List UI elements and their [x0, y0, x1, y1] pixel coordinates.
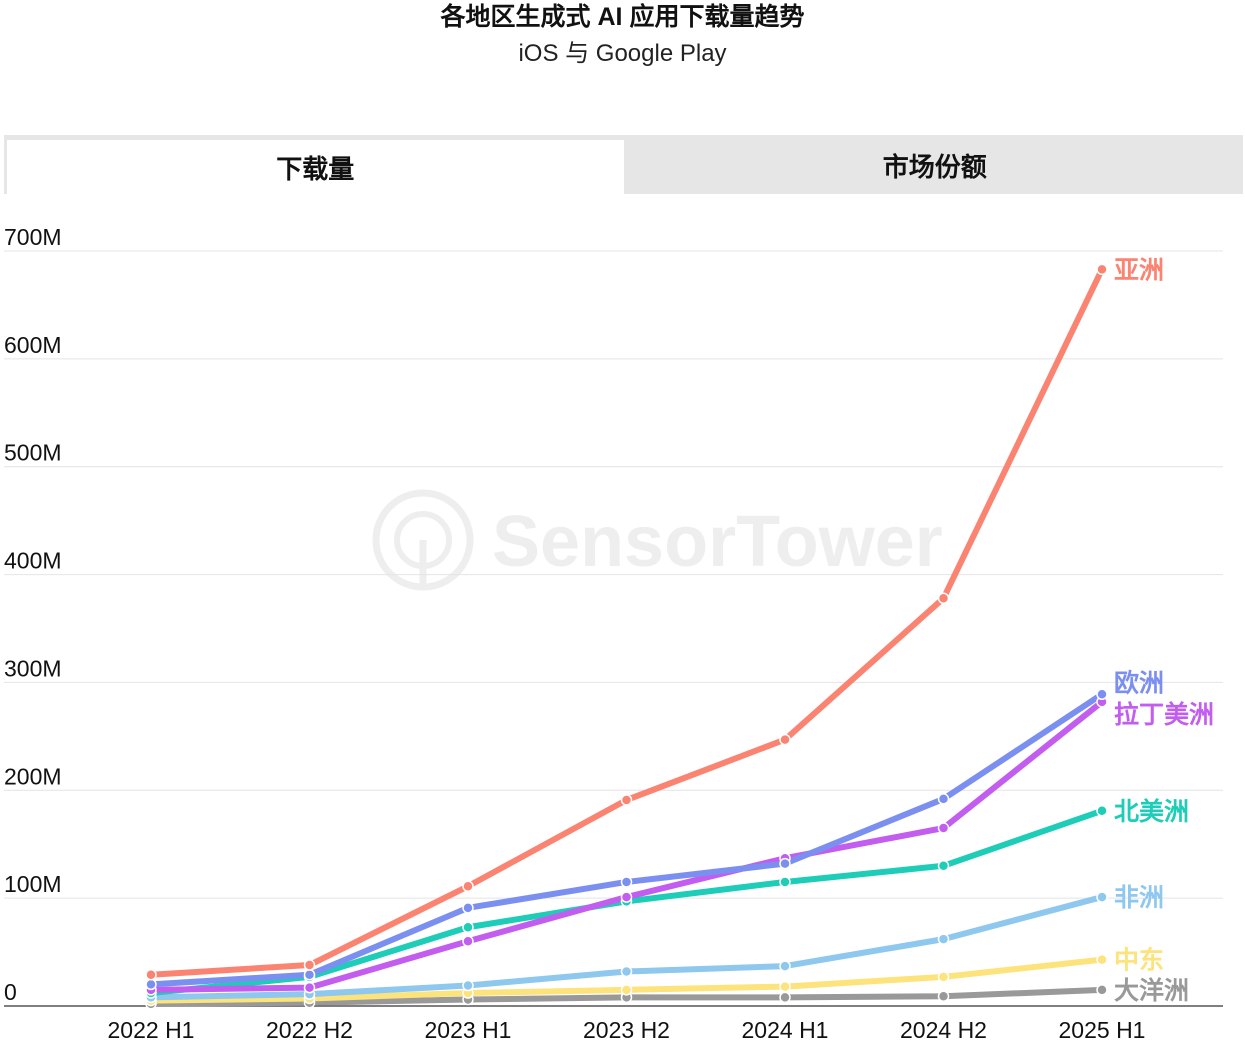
data-point [620, 984, 633, 996]
data-point [462, 935, 474, 948]
data-point [462, 880, 474, 893]
x-tick-label: 2024 H1 [742, 1017, 829, 1042]
data-point [462, 921, 474, 934]
y-axis: 0 100M 200M 300M 400M 500M 600M 700M [4, 224, 62, 1005]
data-point [620, 965, 633, 978]
data-point [937, 822, 950, 834]
data-point [1096, 984, 1108, 996]
data-point [145, 968, 157, 981]
view-tabs: 下载量 市场份额 [4, 135, 1243, 194]
x-tick-label: 2022 H2 [266, 1017, 353, 1042]
series-label: 欧洲 [1114, 668, 1164, 697]
data-point [937, 971, 950, 983]
data-point [779, 991, 791, 1004]
data-point [462, 979, 474, 992]
data-point [303, 968, 316, 981]
series-label: 拉丁美洲 [1114, 700, 1214, 729]
series-points [145, 263, 1108, 1010]
data-point [1096, 891, 1108, 903]
data-point [620, 794, 633, 806]
series-label: 北美洲 [1114, 797, 1189, 826]
data-point [779, 876, 791, 888]
series-label: 中东 [1114, 946, 1164, 975]
chart-subtitle: iOS 与 Google Play [518, 40, 727, 67]
chart-title: 各地区生成式 AI 应用下载量趋势 [440, 3, 805, 31]
data-point [620, 891, 633, 903]
series-label: 非洲 [1114, 884, 1164, 912]
watermark-text: SensorTower [492, 502, 943, 582]
series-label: 大洋洲 [1114, 976, 1189, 1005]
series-line [148, 698, 1105, 993]
data-point [145, 978, 157, 991]
y-tick-label: 300M [4, 655, 62, 681]
tab-market-share[interactable]: 市场份额 [626, 137, 1243, 194]
x-tick-label: 2023 H1 [425, 1017, 512, 1042]
data-point [462, 902, 474, 914]
x-tick-label: 2025 H1 [1059, 1017, 1146, 1042]
y-tick-label: 100M [4, 871, 62, 897]
y-tick-label: 600M [4, 332, 62, 358]
x-tick-label: 2024 H2 [900, 1017, 987, 1042]
x-tick-label: 2022 H1 [108, 1017, 195, 1042]
watermark: SensorTower [372, 489, 943, 591]
data-point [303, 959, 316, 971]
data-point [1096, 263, 1108, 276]
x-axis: 2022 H1 2022 H2 2023 H1 2023 H2 2024 H1 2024 … [108, 1017, 1146, 1042]
series-line [148, 691, 1105, 988]
data-point [937, 933, 950, 945]
series-label: 亚洲 [1114, 256, 1164, 284]
data-point [303, 981, 316, 994]
data-point [779, 980, 791, 993]
tab-downloads[interactable]: 下载量 [4, 137, 627, 194]
data-point [779, 857, 791, 870]
y-tick-label: 400M [4, 548, 62, 574]
data-point [937, 592, 950, 605]
data-point [779, 733, 791, 746]
data-point [1096, 805, 1108, 817]
data-point [937, 793, 950, 805]
watermark-logo-ring [372, 489, 474, 591]
series-line [148, 266, 1105, 978]
y-tick-label: 200M [4, 763, 62, 789]
data-point [1096, 953, 1108, 966]
data-point [1096, 688, 1108, 701]
y-tick-label: 700M [4, 224, 62, 250]
series-line [148, 894, 1105, 1001]
x-tick-label: 2023 H2 [583, 1017, 670, 1042]
y-tick-label: 0 [4, 979, 17, 1005]
data-point [937, 860, 950, 872]
data-point [937, 990, 950, 1003]
data-point [779, 960, 791, 972]
y-tick-label: 500M [4, 440, 62, 466]
data-point [620, 876, 633, 888]
grid [4, 250, 1223, 1007]
